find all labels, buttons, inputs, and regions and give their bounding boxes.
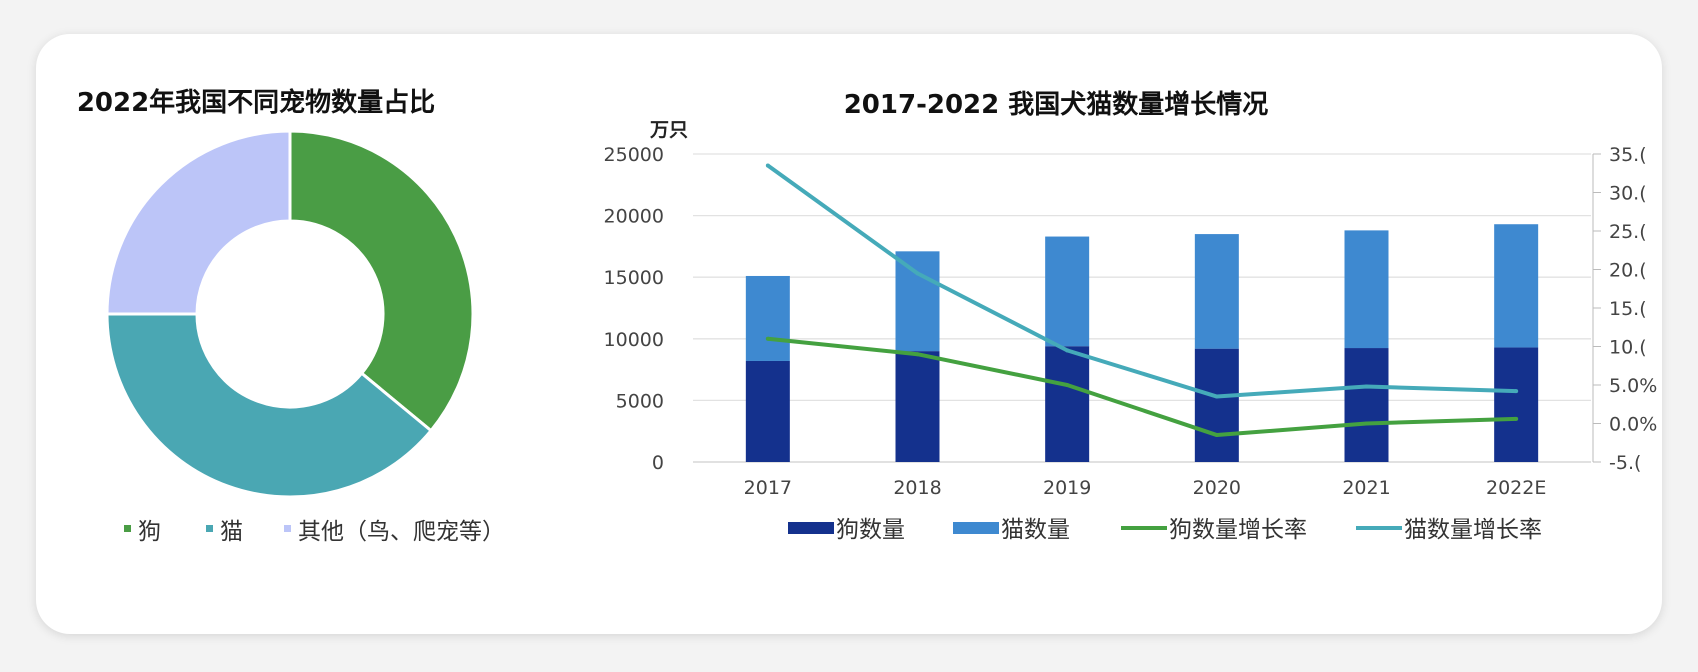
line-point-0-5 [1514, 416, 1519, 421]
chart-card: 2022年我国不同宠物数量占比 狗 猫 其他（鸟、爬宠等） 2017-2022 我国… [36, 34, 1662, 634]
donut-slice-2 [105, 129, 292, 316]
donut-chart-title: 2022年我国不同宠物数量占比 [77, 87, 435, 118]
combo-legend-label-3: 猫数量增长率 [1404, 517, 1542, 543]
y-axis-unit-label: 万只 [649, 119, 688, 141]
bar-0-2 [1045, 346, 1090, 462]
donut-legend-label-0: 狗 [138, 519, 161, 545]
y2-tick-label: 5.0% [1609, 375, 1657, 397]
x-tick-label: 2021 [1342, 477, 1390, 499]
combo-legend-label-2: 狗数量增长率 [1169, 517, 1307, 543]
line-series-1 [766, 163, 1517, 399]
line-point-1-2 [1065, 348, 1070, 353]
combo-chart-title: 2017-2022 我国犬猫数量增长情况 [844, 89, 1269, 120]
bar-1-1 [895, 251, 940, 352]
donut-slice-1 [105, 312, 434, 499]
combo-legend-label-1: 猫数量 [1001, 517, 1070, 543]
line-point-1-3 [1214, 394, 1219, 399]
left-axis-ticks: 25000 20000 15000 10000 5000 0 [604, 144, 664, 474]
y-tick-label: 10000 [604, 329, 664, 351]
right-axis-ticks: 35.( 30.( 25.( 20.( 15.( 10.( 5.0% 0.0% -5.( [1592, 144, 1657, 474]
y2-tick-label: 0.0% [1609, 414, 1657, 436]
line-point-0-4 [1364, 421, 1369, 426]
bar-0-4 [1344, 348, 1389, 462]
line-point-1-0 [765, 163, 770, 168]
donut-legend-swatch-0 [124, 525, 131, 532]
donut-legend-swatch-1 [206, 525, 213, 532]
donut-legend-label-1: 猫 [220, 519, 243, 545]
line-point-1-5 [1514, 389, 1519, 394]
y2-tick-label: 25.( [1609, 221, 1647, 243]
x-tick-label: 2022E [1486, 477, 1546, 499]
donut-legend-swatch-2 [284, 525, 291, 532]
line-point-0-1 [915, 352, 920, 357]
combo-legend-swatch-0 [788, 522, 834, 534]
line-point-1-1 [915, 271, 920, 276]
y2-tick-label: 10.( [1609, 337, 1647, 359]
line-point-0-0 [765, 336, 770, 341]
bar-1-4 [1344, 230, 1389, 349]
donut-chart [105, 129, 475, 499]
y-tick-label: 15000 [604, 267, 664, 289]
x-tick-label: 2017 [744, 477, 792, 499]
combo-legend: 狗数量 猫数量 狗数量增长率 猫数量增长率 [788, 517, 1542, 543]
bar-1-2 [1045, 236, 1090, 347]
chart-canvas: 2022年我国不同宠物数量占比 狗 猫 其他（鸟、爬宠等） 2017-2022 我国… [77, 87, 1657, 545]
gridlines [693, 153, 1591, 463]
growth-rate-lines [765, 163, 1519, 438]
combo-legend-swatch-1 [953, 522, 999, 534]
y-tick-label: 5000 [616, 390, 664, 412]
x-tick-label: 2020 [1193, 477, 1241, 499]
x-tick-label: 2018 [893, 477, 941, 499]
bar-0-5 [1494, 347, 1539, 462]
y-tick-label: 20000 [604, 206, 664, 228]
donut-legend-label-2: 其他（鸟、爬宠等） [298, 519, 505, 545]
y2-tick-label: 20.( [1609, 260, 1647, 282]
y2-tick-label: 15.( [1609, 298, 1647, 320]
line-point-1-4 [1364, 384, 1369, 389]
bar-1-0 [745, 275, 790, 361]
y2-tick-label: 35.( [1609, 144, 1647, 166]
y2-tick-label: 30.( [1609, 183, 1647, 205]
bar-0-0 [745, 360, 790, 462]
y-tick-label: 25000 [604, 144, 664, 166]
stacked-bars [745, 224, 1539, 462]
x-tick-label: 2019 [1043, 477, 1091, 499]
bar-0-3 [1194, 348, 1239, 462]
bar-1-5 [1494, 224, 1539, 348]
bar-0-1 [895, 351, 940, 462]
line-point-0-2 [1065, 383, 1070, 387]
donut-legend: 狗 猫 其他（鸟、爬宠等） [124, 519, 505, 545]
combo-legend-label-0: 狗数量 [836, 517, 905, 543]
donut-slice-0 [288, 129, 475, 433]
x-axis-ticks: 2017 2018 2019 2020 2021 2022E [744, 477, 1547, 499]
y2-tick-label: -5.( [1609, 452, 1641, 474]
y-tick-label: 0 [652, 452, 664, 474]
bar-1-3 [1194, 234, 1239, 349]
line-point-0-3 [1214, 433, 1219, 438]
line-series-0 [767, 336, 1517, 438]
